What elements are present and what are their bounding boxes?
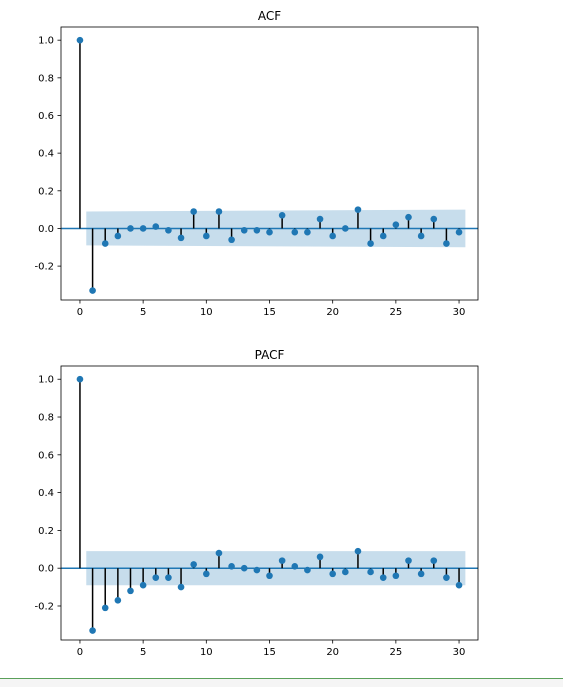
pacf-x-tick-label-15: 15 [263, 647, 276, 658]
pacf-marker-lag-21 [342, 568, 349, 576]
acf-y-tick-label-5: 0.8 [38, 73, 54, 84]
pacf-marker-lag-23 [367, 568, 374, 576]
acf-marker-lag-22 [354, 206, 362, 213]
acf-marker-lag-1 [89, 287, 96, 294]
pacf-marker-lag-6 [152, 574, 160, 581]
pacf-y-tick-label-0: -0.2 [34, 601, 54, 612]
acf-title: ACF [258, 9, 281, 23]
acf-marker-lag-17 [291, 228, 299, 236]
pacf-y-tick-label-3: 0.4 [38, 488, 54, 499]
pacf-marker-lag-9 [190, 561, 197, 568]
acf-y-tick-label-4: 0.6 [38, 111, 54, 122]
pacf-x-tick-label-5: 5 [140, 647, 146, 658]
pacf-marker-lag-16 [278, 557, 286, 564]
pacf-x-tick-label-0: 0 [77, 647, 83, 658]
acf-marker-lag-7 [165, 227, 172, 234]
acf-marker-lag-30 [455, 228, 463, 236]
pacf-marker-lag-25 [392, 572, 400, 580]
pacf-marker-lag-12 [228, 563, 235, 570]
acf-marker-lag-4 [127, 225, 134, 232]
acf-marker-lag-21 [342, 225, 349, 232]
acf-y-tick-label-1: 0.0 [38, 224, 54, 235]
acf-marker-lag-20 [329, 232, 336, 240]
pacf-x-tick-label-10: 10 [200, 647, 213, 658]
acf-marker-lag-12 [228, 236, 235, 244]
acf-marker-lag-0 [76, 36, 84, 44]
window-bottom-edge [0, 678, 563, 687]
pacf-y-tick-label-1: 0.0 [38, 564, 54, 575]
acf-marker-lag-3 [114, 232, 122, 240]
pacf-marker-lag-2 [101, 604, 109, 612]
acf-marker-lag-11 [215, 208, 223, 215]
pacf-marker-lag-27 [417, 570, 425, 578]
acf-y-tick-label-3: 0.4 [38, 149, 54, 160]
pacf-y-tick-label-2: 0.2 [38, 526, 54, 537]
acf-marker-lag-26 [405, 213, 412, 221]
acf-y-tick-label-0: -0.2 [34, 262, 54, 273]
acf-marker-lag-29 [443, 240, 450, 247]
acf-marker-lag-18 [304, 228, 311, 236]
pacf-marker-lag-28 [430, 557, 438, 564]
acf-marker-lag-2 [101, 240, 109, 247]
pacf-marker-lag-22 [354, 547, 362, 555]
pacf-marker-lag-4 [127, 587, 134, 595]
pacf-marker-lag-7 [165, 574, 172, 581]
pacf-x-tick-label-25: 25 [389, 647, 402, 658]
acf-marker-lag-28 [430, 215, 438, 223]
acf-marker-lag-8 [177, 234, 185, 242]
pacf-marker-lag-8 [177, 583, 185, 591]
acf-marker-lag-10 [203, 232, 210, 240]
pacf-y-tick-label-6: 1.0 [38, 375, 54, 386]
pacf-marker-lag-0 [76, 375, 84, 383]
acf-x-tick-label-5: 5 [140, 307, 146, 318]
pacf-marker-lag-14 [253, 566, 261, 574]
pacf-marker-lag-24 [379, 574, 387, 581]
acf-marker-lag-25 [392, 221, 400, 228]
acf-marker-lag-27 [417, 232, 425, 240]
pacf-marker-lag-17 [291, 563, 299, 570]
pacf-marker-lag-18 [304, 566, 311, 574]
acf-axes-frame [60, 26, 479, 301]
acf-x-tick-label-30: 30 [453, 307, 466, 318]
pacf-marker-lag-20 [329, 570, 336, 578]
acf-x-tick-label-15: 15 [263, 307, 276, 318]
acf-plot: 0 5 10 15 20 25 30 -0.2 0.0 0.2 0.4 0.6 0.8 1.0 ACF [34, 9, 479, 318]
acf-x-tick-label-10: 10 [200, 307, 213, 318]
acf-marker-lag-5 [139, 225, 147, 232]
acf-marker-lag-6 [152, 223, 160, 230]
pacf-marker-lag-3 [114, 597, 122, 604]
pacf-marker-lag-10 [203, 570, 210, 578]
acf-marker-lag-14 [253, 227, 261, 234]
pacf-plot: 0 5 10 15 20 25 30 -0.2 0.0 0.2 0.4 0.6 0.8 1.0 PACF [34, 348, 479, 658]
pacf-axes-frame [60, 365, 479, 641]
acf-x-tick-label-25: 25 [389, 307, 402, 318]
pacf-marker-lag-1 [89, 627, 96, 634]
pacf-marker-lag-5 [139, 581, 147, 589]
acf-y-tick-label-6: 1.0 [38, 36, 54, 47]
acf-marker-lag-23 [367, 240, 374, 247]
pacf-marker-lag-26 [405, 557, 412, 564]
acf-marker-lag-19 [316, 215, 324, 223]
pacf-title: PACF [255, 348, 285, 362]
pacf-y-tick-label-4: 0.6 [38, 450, 54, 461]
pacf-y-tick-label-5: 0.8 [38, 413, 54, 424]
pacf-x-tick-label-30: 30 [453, 647, 466, 658]
pacf-marker-lag-30 [455, 581, 463, 589]
pacf-marker-lag-19 [316, 553, 324, 561]
pacf-marker-lag-15 [266, 572, 273, 580]
acf-marker-lag-13 [240, 227, 248, 234]
acf-x-tick-label-20: 20 [326, 307, 339, 318]
acf-marker-lag-9 [190, 208, 197, 215]
acf-x-tick-label-0: 0 [77, 307, 83, 318]
pacf-marker-lag-29 [443, 574, 450, 581]
acf-y-tick-label-2: 0.2 [38, 186, 54, 197]
pacf-x-tick-label-20: 20 [326, 647, 339, 658]
pacf-marker-lag-11 [215, 549, 223, 557]
acf-marker-lag-15 [266, 228, 273, 236]
pacf-marker-lag-13 [240, 564, 248, 572]
acf-marker-lag-24 [379, 232, 387, 240]
acf-marker-lag-16 [278, 211, 286, 219]
